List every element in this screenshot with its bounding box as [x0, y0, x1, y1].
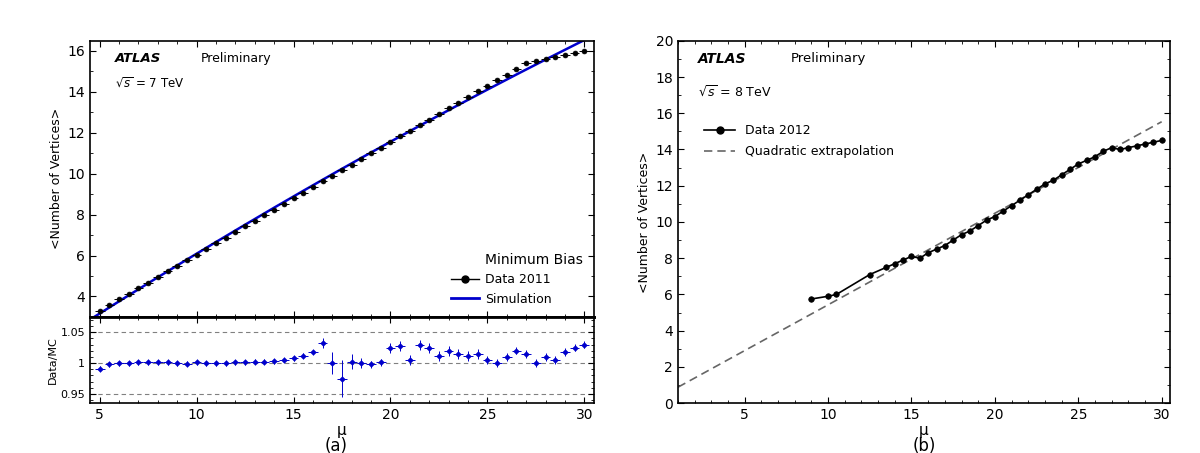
Y-axis label: Data/MC: Data/MC — [48, 336, 58, 384]
Text: Preliminary: Preliminary — [791, 52, 866, 65]
Legend: Minimum Bias, Data 2011, Simulation: Minimum Bias, Data 2011, Simulation — [446, 248, 588, 311]
Text: (b): (b) — [912, 437, 936, 453]
Text: ATLAS: ATLAS — [697, 52, 746, 66]
Text: (a): (a) — [324, 437, 348, 453]
Y-axis label: <Number of Vertices>: <Number of Vertices> — [50, 108, 64, 250]
Legend: Data 2012, Quadratic extrapolation: Data 2012, Quadratic extrapolation — [700, 120, 899, 163]
Text: $\sqrt{s}$ = 7 TeV: $\sqrt{s}$ = 7 TeV — [115, 77, 185, 91]
Text: Preliminary: Preliminary — [200, 52, 271, 65]
Text: $\sqrt{s}$ = 8 TeV: $\sqrt{s}$ = 8 TeV — [697, 84, 772, 99]
Text: ATLAS: ATLAS — [115, 52, 162, 65]
Y-axis label: <Number of Vertices>: <Number of Vertices> — [638, 151, 652, 293]
X-axis label: μ: μ — [337, 424, 347, 439]
X-axis label: μ: μ — [919, 424, 929, 439]
